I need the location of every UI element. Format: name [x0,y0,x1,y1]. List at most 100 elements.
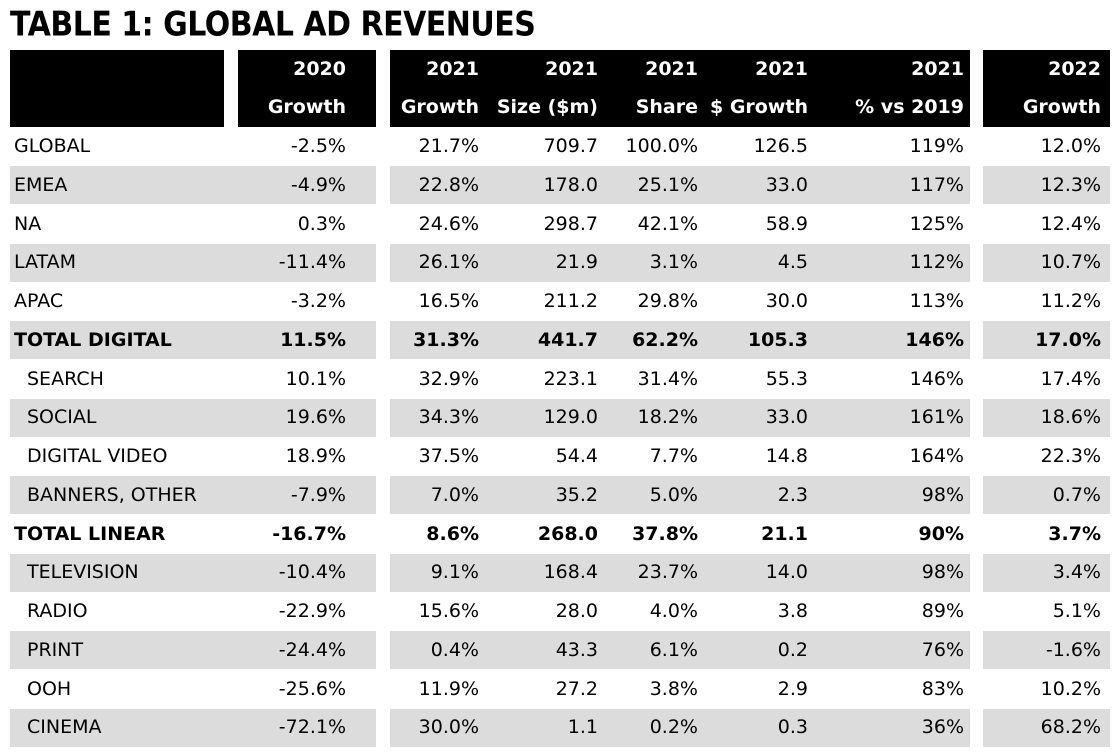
row-shading [10,166,376,205]
table-cell: 3.7% [1048,522,1101,545]
row-label: LATAM [14,251,77,274]
row-shading [983,708,1110,747]
table-cell: 34.3% [418,406,479,429]
table-title: TABLE 1: GLOBAL AD REVENUES [10,5,536,45]
row-label: TELEVISION [27,561,139,584]
row-label: SEARCH [27,367,104,390]
table-cell: -16.7% [272,522,346,545]
table-cell: 125% [909,212,964,235]
row-shading [390,631,970,670]
table-cell: 19.6% [285,406,346,429]
row-shading [10,476,376,515]
row-shading [390,398,970,437]
header-block-2022 [983,50,1110,127]
row-label: BANNERS, OTHER [27,483,197,506]
row-shading [390,476,970,515]
table-cell: 8.6% [426,522,479,545]
table-cell: 43.3 [555,638,598,661]
table-cell: 5.0% [649,483,698,506]
row-label: DIGITAL VIDEO [27,445,168,467]
table-cell: 37.5% [418,445,479,467]
table-cell: -24.4% [278,638,346,661]
table-cell: 21.1 [761,522,808,545]
row-shading [983,398,1110,437]
column-header-4-line2: Share [635,96,698,118]
table-cell: 100.0% [625,135,698,157]
table-cell: 17.0% [1035,328,1101,351]
table-cell: 21.9 [555,251,598,274]
table-cell: 168.4 [543,561,598,584]
table-cell: 164% [909,445,964,467]
header-block-label [10,50,224,127]
table-cell: 3.8 [777,600,808,622]
table-cell: 3.8% [649,677,698,700]
table-cell: 10.7% [1040,251,1101,274]
table-cell: 68.2% [1040,716,1101,739]
header-block-2020 [238,50,376,127]
table-cell: 1.1 [567,716,598,739]
table-cell: 18.2% [637,406,698,429]
row-label: TOTAL LINEAR [14,522,166,545]
table-cell: 76% [921,638,964,661]
table-cell: 105.3 [747,328,808,351]
table-cell: 55.3 [765,367,808,390]
column-header-4-line1: 2021 [645,58,698,80]
table-cell: 11.2% [1040,290,1101,312]
table-cell: 0.2% [649,716,698,739]
table-cell: 36% [921,716,964,739]
table-cell: 7.7% [649,445,698,467]
table-cell: 25.1% [637,173,698,196]
table-cell: 12.0% [1040,135,1101,157]
header-block-2021 [390,50,970,127]
row-shading [390,321,970,360]
row-shading [10,321,376,360]
table-cell: 27.2 [555,677,598,700]
table-cell: 29.8% [637,290,698,312]
table-cell: 33.0 [765,173,808,196]
row-label: GLOBAL [14,135,91,157]
table-cell: 0.3% [297,212,346,235]
row-shading [10,243,376,282]
row-shading [10,553,376,592]
table-cell: 129.0 [543,406,598,429]
column-header-7-line1: 2022 [1048,58,1101,80]
row-shading [10,708,376,747]
table-cell: 146% [909,367,964,390]
table-cell: 0.4% [430,638,479,661]
row-shading [10,398,376,437]
column-header-3-line2: Size ($m) [496,96,598,118]
table-cell: 18.9% [285,445,346,467]
column-header-1-line1: 2020 [293,58,346,80]
table-cell: 24.6% [418,212,479,235]
table-cell: 10.1% [285,367,346,390]
table-cell: 12.3% [1040,173,1101,196]
table-cell: 89% [921,600,964,622]
table-cell: -72.1% [278,716,346,739]
table-cell: 31.3% [413,328,479,351]
table-cell: 98% [921,483,964,506]
table-cell: 33.0 [765,406,808,429]
table-cell: 14.8 [765,445,808,467]
table-cell: -1.6% [1045,638,1101,661]
table-cell: 30.0% [418,716,479,739]
table-cell: 11.5% [280,328,346,351]
table-cell: 28.0 [555,600,598,622]
table-cell: 119% [909,135,964,157]
table-cell: 98% [921,561,964,584]
row-shading [983,243,1110,282]
row-label: APAC [14,290,64,312]
row-label: OOH [27,677,72,700]
table-cell: 0.7% [1052,483,1101,506]
row-label: SOCIAL [27,406,97,429]
table-cell: 83% [921,677,964,700]
row-shading [983,631,1110,670]
table-cell: -2.5% [290,135,346,157]
table-cell: -10.4% [278,561,346,584]
table-cell: 0.3 [777,716,808,739]
table-cell: -25.6% [278,677,346,700]
table-cell: 3.4% [1052,561,1101,584]
table-cell: 2.3 [777,483,808,506]
table-cell: 31.4% [637,367,698,390]
table-cell: 0.2 [777,638,808,661]
table-cell: 441.7 [537,328,598,351]
